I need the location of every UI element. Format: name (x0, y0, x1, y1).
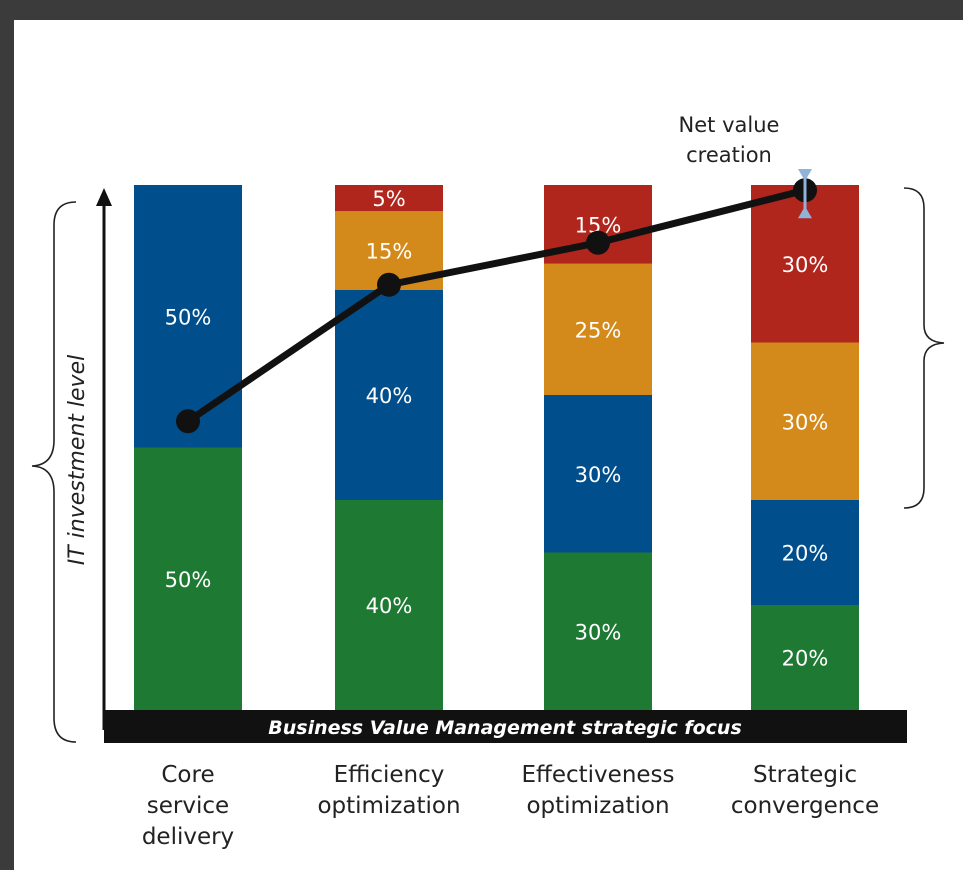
segment-value-label: 30% (782, 410, 829, 434)
segment-value-label: 50% (165, 568, 212, 592)
value-line-group (176, 178, 817, 434)
y-axis-group: IT investment level (31, 187, 945, 743)
segment-value-label: 30% (782, 253, 829, 277)
bar-segment (544, 263, 652, 395)
y-axis-arrowhead (96, 188, 112, 206)
right-curly-brace (903, 187, 945, 509)
category-label: Core (161, 762, 214, 788)
bar-segment (335, 500, 443, 710)
strategic-focus-band-group: Business Value Management strategic focu… (104, 710, 907, 743)
value-line-point (176, 409, 200, 434)
annotation-group: Net value creation (679, 113, 812, 219)
bar-segment (134, 185, 242, 448)
bar-segment (751, 605, 859, 710)
bar-segment (544, 552, 652, 710)
segment-value-label: 30% (575, 463, 622, 487)
segment-value-label: 5% (372, 187, 405, 211)
category-label: service (147, 793, 229, 819)
segment-value-label: 30% (575, 620, 622, 644)
value-line-point (586, 230, 610, 255)
y-axis-label: IT investment level (65, 355, 90, 565)
bars-group: 50%50%40%40%15%5%30%30%25%15%20%20%30%30… (134, 185, 859, 710)
value-line (186, 186, 806, 425)
net-value-arrowhead-top (798, 206, 812, 219)
category-label: Effectiveness (521, 762, 674, 788)
bar-segment (751, 342, 859, 500)
strategic-focus-band (104, 710, 907, 743)
net-value-annotation: Net value (679, 113, 780, 137)
strategic-focus-band-label: Business Value Management strategic focu… (268, 717, 742, 739)
segment-value-label: 20% (782, 647, 829, 671)
category-label: Efficiency (334, 762, 445, 788)
net-value-arrowhead-bottom (798, 169, 812, 181)
segment-value-label: 20% (782, 542, 829, 566)
segment-value-label: 40% (366, 594, 413, 618)
bar-segment (544, 395, 652, 553)
category-label: convergence (731, 793, 879, 819)
segment-value-label: 25% (575, 318, 622, 342)
segment-value-label: 40% (366, 384, 413, 408)
chart-panel: 50% 50% 40% 40% 15% 5% 30% 30% 25% 15% 20% 20% 30% 30… (14, 20, 963, 870)
left-curly-brace (31, 201, 77, 743)
segment-value-label: 50% (165, 305, 212, 329)
value-line-point (377, 272, 401, 297)
category-label: optimization (317, 793, 460, 819)
category-label: delivery (142, 824, 234, 850)
bar-segment (134, 447, 242, 710)
bar-segment (751, 500, 859, 605)
net-value-annotation: creation (686, 143, 772, 167)
stacked-bar-chart: 50%50%40%40%15%5%30%30%25%15%20%20%30%30… (31, 113, 945, 850)
bar-segment (335, 185, 443, 212)
category-label: Strategic (753, 762, 857, 788)
category-labels-group: Core service delivery Efficiency optimizatio… (142, 762, 879, 850)
segment-value-label: 15% (366, 240, 413, 264)
category-label: optimization (526, 793, 669, 819)
bar-segment (335, 290, 443, 500)
